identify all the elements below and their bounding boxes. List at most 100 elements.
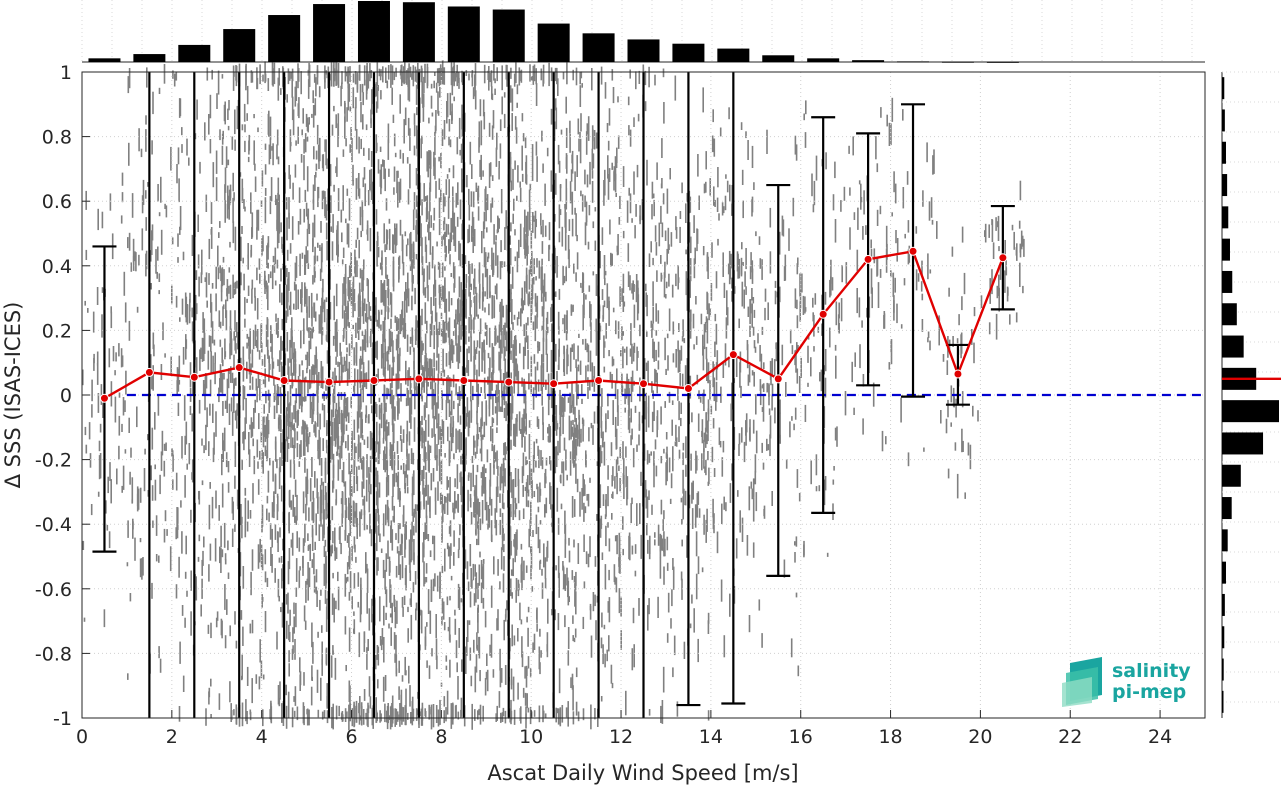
scatter-point <box>527 500 530 508</box>
scatter-point <box>464 549 466 562</box>
scatter-point <box>208 273 210 285</box>
scatter-point <box>513 198 515 211</box>
scatter-point <box>96 287 99 305</box>
scatter-point <box>527 335 529 349</box>
scatter-point <box>294 686 297 706</box>
scatter-point <box>685 464 687 477</box>
scatter-point <box>426 622 428 627</box>
scatter-point <box>485 501 488 521</box>
scatter-point <box>215 150 218 174</box>
scatter-point <box>276 205 278 230</box>
scatter-point <box>594 556 597 567</box>
scatter-point <box>361 435 364 441</box>
scatter-point <box>680 402 682 414</box>
scatter-point <box>305 354 307 361</box>
scatter-point <box>164 353 166 358</box>
scatter-point <box>380 164 383 189</box>
scatter-point <box>525 161 527 184</box>
scatter-point <box>618 535 621 561</box>
scatter-point <box>528 189 531 207</box>
scatter-point <box>269 523 272 540</box>
scatter-point <box>650 241 652 253</box>
scatter-point <box>530 259 532 275</box>
scatter-point <box>367 360 370 382</box>
scatter-point <box>446 542 449 550</box>
scatter-point <box>648 540 651 560</box>
scatter-point <box>150 283 152 290</box>
scatter-point <box>282 66 284 87</box>
scatter-point <box>534 315 537 342</box>
scatter-point <box>388 218 391 224</box>
scatter-point <box>386 467 388 483</box>
scatter-point <box>482 99 485 117</box>
scatter-point <box>697 154 699 177</box>
scatter-point <box>654 225 657 242</box>
scatter-point <box>234 523 236 532</box>
scatter-point <box>394 406 396 422</box>
scatter-point <box>256 209 258 228</box>
scatter-point <box>430 704 433 730</box>
scatter-point <box>333 105 335 112</box>
scatter-point <box>309 395 312 418</box>
scatter-point <box>308 223 311 234</box>
scatter-point <box>202 312 204 333</box>
scatter-point <box>137 488 140 510</box>
scatter-point <box>386 80 389 89</box>
scatter-point <box>603 335 605 359</box>
scatter-point <box>376 525 378 552</box>
scatter-point <box>387 350 389 361</box>
scatter-point <box>250 70 253 83</box>
scatter-point <box>626 382 628 393</box>
scatter-point <box>595 274 598 296</box>
scatter-point <box>501 65 503 91</box>
scatter-cloud <box>82 59 1025 731</box>
scatter-point <box>405 464 407 478</box>
scatter-point <box>461 113 464 138</box>
scatter-point <box>587 553 590 568</box>
scatter-point <box>434 297 437 322</box>
scatter-point <box>379 169 382 187</box>
scatter-point <box>229 284 232 300</box>
scatter-point <box>175 295 178 308</box>
scatter-point <box>449 520 452 537</box>
scatter-point <box>429 550 432 557</box>
scatter-point <box>391 496 394 511</box>
scatter-point <box>400 465 402 470</box>
scatter-point <box>446 93 449 118</box>
scatter-point <box>225 299 227 318</box>
scatter-point <box>433 352 435 368</box>
scatter-point <box>610 252 612 267</box>
scatter-point <box>106 524 109 531</box>
scatter-point <box>500 240 502 253</box>
scatter-point <box>544 225 547 237</box>
scatter-point <box>520 619 523 625</box>
scatter-point <box>657 596 659 618</box>
scatter-point <box>409 598 412 606</box>
scatter-point <box>524 426 526 432</box>
scatter-point <box>316 69 319 78</box>
scatter-point <box>671 284 674 298</box>
scatter-point <box>211 69 213 80</box>
scatter-point <box>652 193 655 199</box>
scatter-point <box>571 496 574 518</box>
scatter-point <box>219 546 221 564</box>
scatter-point <box>362 268 365 281</box>
scatter-point <box>312 90 314 104</box>
scatter-point <box>203 332 206 354</box>
scatter-point <box>365 712 367 720</box>
scatter-point <box>276 390 278 403</box>
scatter-point <box>695 450 697 474</box>
scatter-point <box>531 144 534 159</box>
scatter-point <box>415 84 418 105</box>
scatter-point <box>184 435 186 455</box>
scatter-point <box>424 302 427 324</box>
scatter-point <box>499 143 502 159</box>
scatter-point <box>223 269 225 286</box>
scatter-point <box>504 468 506 487</box>
scatter-point <box>185 334 187 360</box>
scatter-point <box>698 195 700 210</box>
scatter-point <box>191 413 193 432</box>
scatter-point <box>210 293 212 313</box>
scatter-point <box>739 351 742 373</box>
scatter-point <box>361 270 363 292</box>
